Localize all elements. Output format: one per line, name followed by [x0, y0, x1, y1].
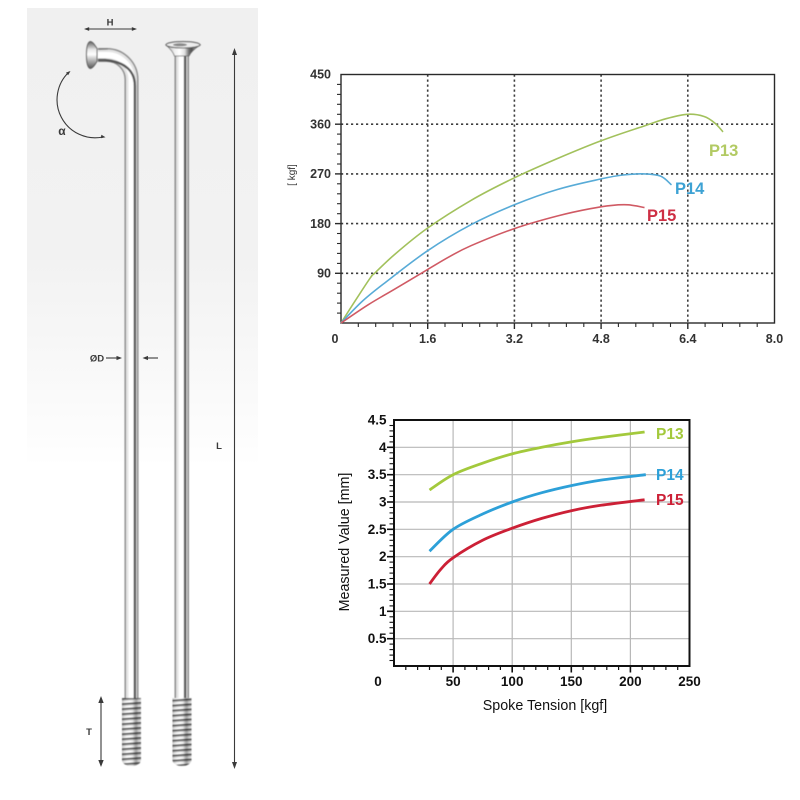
svg-text:L: L [216, 441, 222, 452]
svg-text:T: T [86, 727, 92, 738]
svg-text:2: 2 [379, 549, 387, 564]
svg-text:90: 90 [317, 267, 331, 281]
svg-text:P13: P13 [656, 426, 684, 443]
svg-text:200: 200 [619, 674, 642, 689]
svg-text:180: 180 [310, 217, 331, 231]
svg-text:4.5: 4.5 [368, 413, 387, 428]
svg-text:250: 250 [678, 674, 701, 689]
svg-text:8.0: 8.0 [766, 332, 783, 346]
svg-text:P15: P15 [647, 207, 676, 225]
svg-text:6.4: 6.4 [679, 332, 696, 346]
svg-text:Measured Value [mm]: Measured Value [mm] [337, 473, 353, 612]
svg-text:3.2: 3.2 [506, 332, 523, 346]
svg-text:P14: P14 [675, 180, 705, 198]
svg-text:0: 0 [374, 674, 382, 689]
svg-text:450: 450 [310, 68, 331, 82]
svg-text:Spoke Tension [kgf]: Spoke Tension [kgf] [483, 698, 608, 714]
svg-text:3.5: 3.5 [368, 467, 387, 482]
svg-text:1.6: 1.6 [419, 332, 436, 346]
svg-text:3: 3 [379, 495, 387, 510]
svg-text:[ kgf]: [ kgf] [287, 164, 298, 186]
svg-text:2.5: 2.5 [368, 522, 387, 537]
svg-text:1.5: 1.5 [368, 577, 387, 592]
svg-text:α: α [58, 124, 66, 138]
svg-text:1: 1 [379, 604, 387, 619]
svg-text:150: 150 [560, 674, 583, 689]
svg-text:4: 4 [379, 440, 387, 455]
svg-text:0: 0 [332, 332, 339, 346]
svg-text:0.5: 0.5 [368, 631, 387, 646]
svg-text:P14: P14 [656, 467, 684, 484]
svg-text:4.8: 4.8 [592, 332, 609, 346]
svg-text:270: 270 [310, 167, 331, 181]
svg-text:H: H [107, 18, 114, 29]
svg-text:100: 100 [501, 674, 524, 689]
svg-text:360: 360 [310, 117, 331, 131]
svg-text:50: 50 [446, 674, 461, 689]
svg-text:P13: P13 [709, 142, 738, 160]
svg-text:P15: P15 [656, 492, 684, 509]
svg-text:ØD: ØD [90, 354, 104, 365]
